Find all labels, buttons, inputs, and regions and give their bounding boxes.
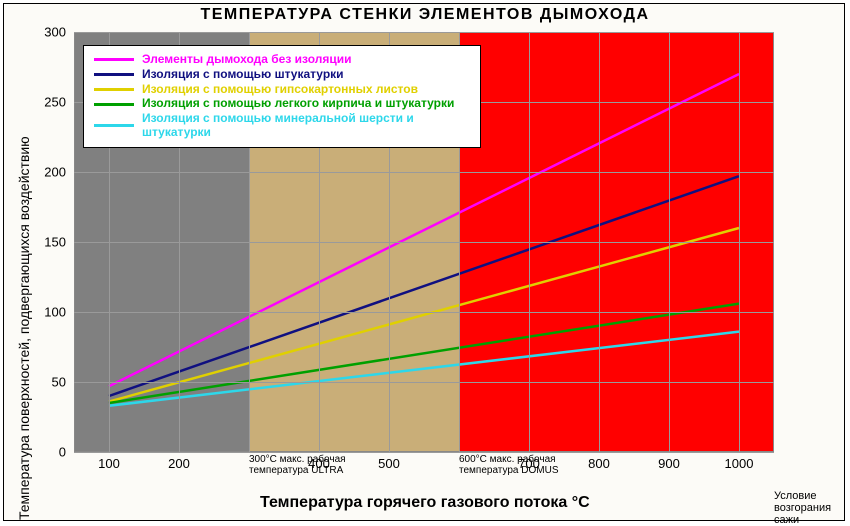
y-tick-label: 250 (44, 95, 66, 110)
chart-title: ТЕМПЕРАТУРА СТЕНКИ ЭЛЕМЕНТОВ ДЫМОХОДА (0, 6, 850, 24)
legend-label: Элементы дымохода без изоляции (142, 53, 351, 67)
legend-swatch (94, 103, 134, 106)
legend-label: Изоляция с помощью штукатурки (142, 68, 344, 82)
x-tick-label: 1000 (725, 456, 754, 471)
gridline-x (739, 32, 740, 452)
gridline-x (599, 32, 600, 452)
corner-note: Условиевозгорания сажи (774, 490, 850, 526)
legend-row: Изоляция с помощью штукатурки (94, 68, 470, 82)
legend-swatch (94, 58, 134, 61)
gridline-x (529, 32, 530, 452)
gridline-x (669, 32, 670, 452)
legend-swatch (94, 88, 134, 91)
series-line (109, 176, 739, 396)
x-axis-label: Температура горячего газового потока °C (260, 494, 590, 512)
series-line (109, 332, 739, 406)
series-line (109, 304, 739, 403)
legend: Элементы дымохода без изоляцииИзоляция с… (83, 45, 481, 148)
x-tick-label: 900 (658, 456, 680, 471)
series-line (109, 228, 739, 402)
axis-note: 300°C макс. рабочаятемпература ULTRA (249, 454, 399, 476)
y-tick-label: 50 (52, 375, 66, 390)
legend-label: Изоляция с помощью гипсокартонных листов (142, 83, 418, 97)
y-axis-label: Температура поверхностей, подвергающихся… (16, 136, 32, 520)
legend-row: Изоляция с помощью легкого кирпича и шту… (94, 97, 470, 111)
legend-row: Изоляция с помощью минеральной шерсти и … (94, 112, 470, 140)
y-tick-label: 150 (44, 235, 66, 250)
gridline-y (74, 452, 774, 453)
legend-row: Изоляция с помощью гипсокартонных листов (94, 83, 470, 97)
legend-label: Изоляция с помощью легкого кирпича и шту… (142, 97, 454, 111)
y-tick-label: 200 (44, 165, 66, 180)
x-tick-label: 200 (168, 456, 190, 471)
y-tick-label: 100 (44, 305, 66, 320)
legend-label: Изоляция с помощью минеральной шерсти и … (142, 112, 462, 140)
axis-note: 600°C макс. рабочаятемпература DOMUS (459, 454, 609, 476)
y-tick-label: 0 (59, 445, 66, 460)
x-tick-label: 100 (98, 456, 120, 471)
legend-swatch (94, 124, 134, 127)
legend-row: Элементы дымохода без изоляции (94, 53, 470, 67)
legend-swatch (94, 73, 134, 76)
y-tick-label: 300 (44, 25, 66, 40)
